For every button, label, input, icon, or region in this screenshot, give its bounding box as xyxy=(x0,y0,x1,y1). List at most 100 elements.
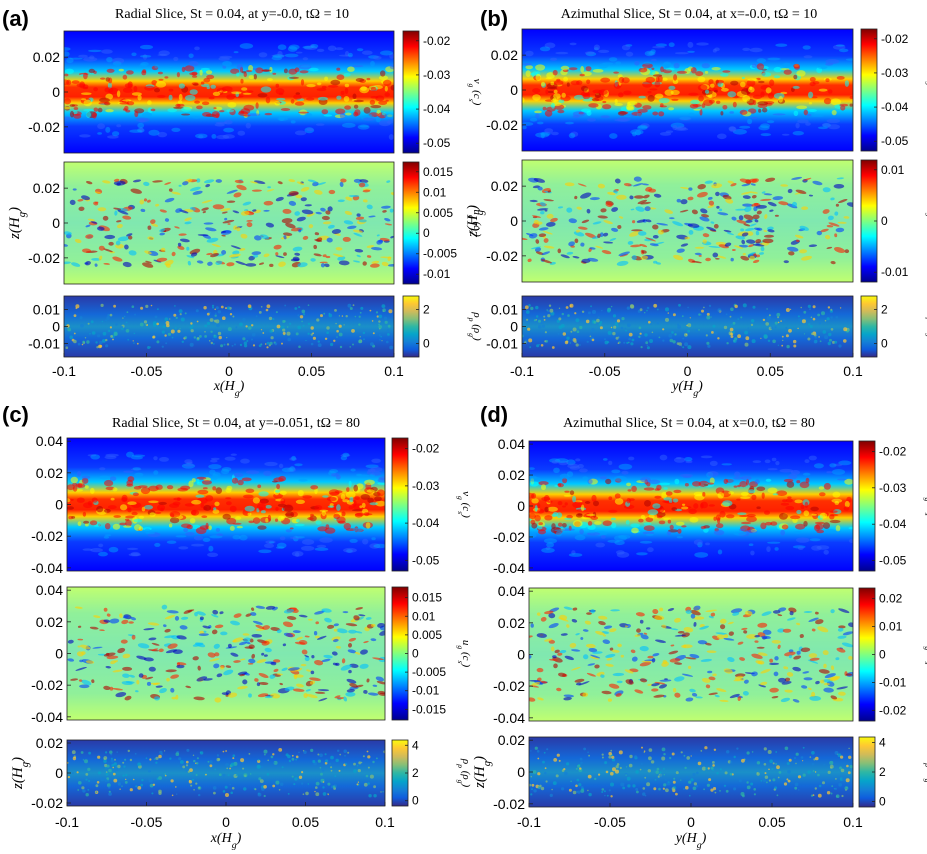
colorbar-gradient xyxy=(391,437,409,572)
colorbar: -0.02 -0.03 -0.04 -0.05 vg (cs) xyxy=(858,440,927,572)
colorbar-gradient xyxy=(858,440,876,572)
y-tick-label: -0.02 xyxy=(28,250,60,266)
y-tick-label: 0.02 xyxy=(491,178,518,194)
colorbar-gradient xyxy=(402,161,420,285)
y-tick-label: 0.04 xyxy=(498,436,525,452)
colorbar-tick-label: 0.01 xyxy=(881,163,905,177)
y-tick-label: 0.04 xyxy=(36,582,63,598)
colorbar-tick-label: 0 xyxy=(412,794,419,808)
x-axis-label: x(Hg) xyxy=(210,831,242,851)
colorbar-tick-label: -0.02 xyxy=(423,34,451,48)
colorbar-tick-label: 0 xyxy=(881,337,888,351)
colorbar-label: ug (cs) xyxy=(926,207,927,235)
heatmap-field xyxy=(64,296,394,357)
subplot-ug: 0.02 0 -0.02z(Hg) 0.01 0 -0.01 ug (cs) xyxy=(465,159,927,283)
colorbar-tick-label: -0.01 xyxy=(412,684,440,698)
x-axis-label: x(Hg) xyxy=(213,379,245,399)
chart-title: Azimuthal Slice, St = 0.04, at x=0.0, tΩ… xyxy=(563,416,815,431)
y-tick-label: 0.02 xyxy=(36,735,63,751)
subplot-ug: 0.020-0.02z(Hg)0.0150.010.0050-0.005-0.0… xyxy=(7,161,484,285)
colorbar-tick-label: -0.01 xyxy=(423,267,451,281)
colorbar: 4 2 0 ρp (ρg) xyxy=(391,738,473,808)
y-tick-label: 0.01 xyxy=(491,302,518,318)
heatmap-field xyxy=(64,162,394,284)
y-tick-label: 0 xyxy=(52,319,60,335)
subplot-vg: 0.02 0 -0.02 -0.02 -0.03 -0.04 -0.05 vg (cs) xyxy=(28,30,483,154)
x-tick-label: -0.1 xyxy=(52,363,76,379)
heatmap-field xyxy=(522,29,853,151)
colorbar-tick-label: 2 xyxy=(879,765,886,779)
colorbar-label: ρp (ρg) xyxy=(926,311,927,341)
panel-label: (d) xyxy=(480,402,508,427)
panel-a: (a) Radial Slice, St = 0.04, at y=-0.0, t… xyxy=(2,6,483,399)
subplot-rho: 0.02 0 -0.02z(Hg) 4 2 0 ρp (ρg) xyxy=(10,735,472,811)
x-axis-label: y(Hg) xyxy=(670,379,703,399)
subplot-ug: 0.04 0.02 0 -0.02 -0.04 0.02 0.01 0 -0.01 -0.02 ug… xyxy=(493,583,927,726)
y-tick-label: -0.01 xyxy=(486,335,518,351)
colorbar-label: vg (cs) xyxy=(926,77,927,104)
y-tick-label: -0.02 xyxy=(486,117,518,133)
x-tick-label: 0.1 xyxy=(843,363,863,379)
y-tick-label: -0.02 xyxy=(31,795,63,811)
colorbar-tick-label: 2 xyxy=(423,302,430,316)
y-tick-label: 0 xyxy=(517,764,525,780)
heatmap-field xyxy=(67,740,385,806)
subplot-rho: 0.02 0 -0.02z(Hg) 4 2 0 ρp (ρg) xyxy=(472,732,927,812)
colorbar: 4 2 0 ρp (ρg) xyxy=(858,736,927,808)
colorbar-tick-label: 0 xyxy=(879,648,886,662)
x-tick-label: -0.1 xyxy=(55,814,79,830)
y-tick-label: 0 xyxy=(517,498,525,514)
heatmap-field xyxy=(67,438,385,571)
y-axis-label: z(Hg) xyxy=(10,757,31,790)
x-tick-label: -0.1 xyxy=(517,814,541,830)
heatmap-field xyxy=(529,441,853,571)
panel-label: (b) xyxy=(480,6,508,31)
x-tick-label: 0 xyxy=(684,363,692,379)
x-tick-label: -0.05 xyxy=(594,814,626,830)
colorbar-tick-label: -0.04 xyxy=(881,100,909,114)
colorbar-tick-label: -0.05 xyxy=(881,134,909,148)
colorbar-tick-label: -0.02 xyxy=(879,703,907,717)
y-tick-label: 0 xyxy=(55,765,63,781)
y-tick-label: -0.02 xyxy=(28,119,60,135)
y-tick-label: 0.04 xyxy=(36,433,63,449)
y-tick-label: -0.01 xyxy=(28,335,60,351)
colorbar: 0.015 0.01 0.005 0 -0.005 -0.01 ug (cs) xyxy=(402,161,484,285)
y-tick-label: -0.02 xyxy=(486,248,518,264)
x-tick-label: 0.1 xyxy=(843,814,863,830)
panel-label: (a) xyxy=(2,6,29,31)
y-axis-label: z(Hg) xyxy=(465,205,486,238)
y-tick-label: -0.04 xyxy=(31,560,63,576)
colorbar-tick-label: -0.01 xyxy=(881,265,909,279)
colorbar: -0.02 -0.03 -0.04 -0.05 vg (cs) xyxy=(402,30,483,154)
colorbar-gradient xyxy=(402,30,420,154)
colorbar-gradient xyxy=(402,295,420,358)
colorbar-tick-label: -0.03 xyxy=(881,66,909,80)
colorbar-label: ρp (ρg) xyxy=(457,758,473,788)
subplot-vg: 0.04 0.02 0 -0.02 -0.04 -0.02 -0.03 -0.04 -0.05 v… xyxy=(493,436,927,576)
y-tick-label: 0 xyxy=(517,647,525,663)
x-tick-label: 0.1 xyxy=(375,814,395,830)
colorbar-tick-label: -0.03 xyxy=(879,481,907,495)
x-tick-label: 0 xyxy=(687,814,695,830)
colorbar-tick-label: 0.01 xyxy=(879,620,903,634)
colorbar-tick-label: 0.015 xyxy=(412,591,442,605)
y-axis-label: z(Hg) xyxy=(472,756,493,789)
colorbar-label: ug (cs) xyxy=(457,640,473,668)
x-tick-label: 0.05 xyxy=(292,814,319,830)
colorbar-tick-label: -0.03 xyxy=(423,68,451,82)
colorbar: 0.015 0.01 0.005 0 -0.005 -0.01 -0.015 ug (cs) xyxy=(391,586,473,721)
colorbar-tick-label: -0.05 xyxy=(423,136,451,150)
heatmap-field xyxy=(67,587,385,720)
colorbar-tick-label: 0 xyxy=(881,214,888,228)
colorbar-tick-label: -0.05 xyxy=(412,553,440,567)
y-tick-label: -0.04 xyxy=(31,709,63,725)
panel-d: (d) Azimuthal Slice, St = 0.04, at x=0.0,… xyxy=(472,402,927,851)
colorbar-tick-label: 0.02 xyxy=(879,592,903,606)
y-tick-label: -0.02 xyxy=(493,678,525,694)
heatmap-field xyxy=(529,588,853,721)
colorbar-tick-label: 0.01 xyxy=(412,609,436,623)
colorbar-label: ug (cs) xyxy=(468,209,484,237)
